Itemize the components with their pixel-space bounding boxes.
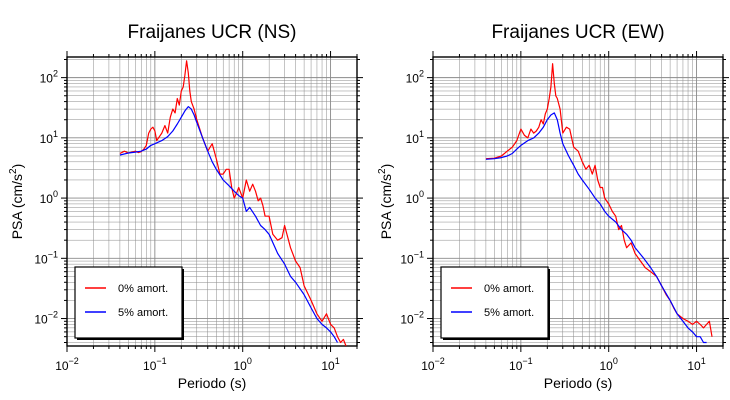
y-tick-base: 10 <box>34 252 48 266</box>
y-tick-exp: −2 <box>48 310 58 320</box>
x-tick-label: 10−1 <box>509 356 533 373</box>
grid-lines <box>433 57 723 346</box>
legend-label: 0% amort. <box>484 283 534 295</box>
y-tick-label: 10−2 <box>400 310 424 327</box>
series-line-damped-5pct <box>119 105 339 343</box>
legend-box <box>74 266 183 339</box>
y-tick-base: 10 <box>40 72 54 86</box>
y-tick-exp: 2 <box>53 69 58 79</box>
y-axis-label-end: ) <box>378 164 394 169</box>
y-tick-label: 102 <box>40 69 58 86</box>
series-group <box>485 63 713 344</box>
y-tick-exp: 1 <box>53 129 58 139</box>
x-tick-exp: −2 <box>435 356 445 366</box>
y-tick-base: 10 <box>400 252 414 266</box>
x-axis-label: Periodo (s) <box>178 375 246 391</box>
legend: 0% amort. 5% amort. <box>440 266 550 340</box>
x-tick-base: 10 <box>321 359 335 373</box>
x-axis-label: Periodo (s) <box>544 375 612 391</box>
x-tick-label: 10−2 <box>55 356 79 373</box>
x-tick-label: 100 <box>600 356 618 373</box>
plot-frame <box>432 56 724 347</box>
y-tick-exp: 0 <box>419 189 424 199</box>
y-tick-base: 10 <box>34 313 48 327</box>
y-tick-exp: 1 <box>419 129 424 139</box>
x-tick-exp: 1 <box>701 356 706 366</box>
x-tick-exp: −1 <box>522 356 532 366</box>
x-tick-exp: −1 <box>156 356 166 366</box>
x-tick-base: 10 <box>687 359 701 373</box>
y-tick-label: 10−1 <box>400 249 424 266</box>
x-tick-exp: 0 <box>613 356 618 366</box>
x-tick-exp: 0 <box>247 356 252 366</box>
y-tick-exp: −2 <box>414 310 424 320</box>
y-tick-exp: 2 <box>419 69 424 79</box>
x-tick-exp: −2 <box>69 356 79 366</box>
y-axis-label-end: ) <box>9 164 25 169</box>
series-line-undamped <box>119 60 347 346</box>
legend: 0% amort. 5% amort. <box>74 266 184 340</box>
series-group <box>119 60 347 346</box>
y-axis-label: PSA (cm/s2) <box>377 164 394 240</box>
y-axis-label-main: PSA (cm/s <box>9 174 25 239</box>
x-tick-exp: 1 <box>335 356 340 366</box>
x-tick-base: 10 <box>600 359 614 373</box>
series-line-damped-5pct <box>485 112 707 344</box>
y-axis-label-main: PSA (cm/s <box>378 174 394 239</box>
y-tick-exp: −1 <box>414 249 424 259</box>
y-tick-label: 100 <box>406 189 424 206</box>
x-tick-label: 101 <box>687 356 705 373</box>
y-tick-base: 10 <box>406 72 420 86</box>
y-tick-exp: 0 <box>53 189 58 199</box>
x-tick-base: 10 <box>234 359 248 373</box>
x-tick-label: 100 <box>234 356 252 373</box>
chart-title: Fraijanes UCR (EW) <box>491 22 664 43</box>
y-tick-label: 101 <box>40 129 58 146</box>
y-tick-label: 10−1 <box>34 249 58 266</box>
axis-ticks <box>427 51 729 352</box>
y-tick-base: 10 <box>406 132 420 146</box>
x-tick-label: 101 <box>321 356 339 373</box>
chart-panel-0: 10−2 10−1 100 10110−210−1100101102Fraijanes… <box>8 22 363 391</box>
plot-frame <box>66 56 358 347</box>
axis-ticks <box>61 51 363 352</box>
x-tick-label: 10−2 <box>421 356 445 373</box>
y-tick-label: 101 <box>406 129 424 146</box>
y-tick-exp: −1 <box>48 249 58 259</box>
y-tick-label: 102 <box>406 69 424 86</box>
chart-panel-1: 10−2 10−1 100 10110−210−1100101102Fraijanes… <box>377 22 729 391</box>
x-tick-base: 10 <box>509 359 523 373</box>
x-tick-label: 10−1 <box>143 356 167 373</box>
y-tick-label: 100 <box>40 189 58 206</box>
y-tick-base: 10 <box>406 192 420 206</box>
y-axis-label-sup: 2 <box>8 168 19 174</box>
legend-label: 5% amort. <box>484 307 534 319</box>
y-tick-base: 10 <box>40 132 54 146</box>
x-tick-base: 10 <box>421 359 435 373</box>
y-axis-label: PSA (cm/s2) <box>8 164 25 240</box>
legend-label: 5% amort. <box>118 307 168 319</box>
y-tick-base: 10 <box>40 192 54 206</box>
chart-title: Fraijanes UCR (NS) <box>128 22 297 43</box>
y-tick-base: 10 <box>400 313 414 327</box>
legend-box <box>440 266 549 339</box>
legend-label: 0% amort. <box>118 283 168 295</box>
x-tick-base: 10 <box>55 359 69 373</box>
y-tick-label: 10−2 <box>34 310 58 327</box>
x-tick-base: 10 <box>143 359 157 373</box>
y-axis-label-sup: 2 <box>377 168 388 174</box>
